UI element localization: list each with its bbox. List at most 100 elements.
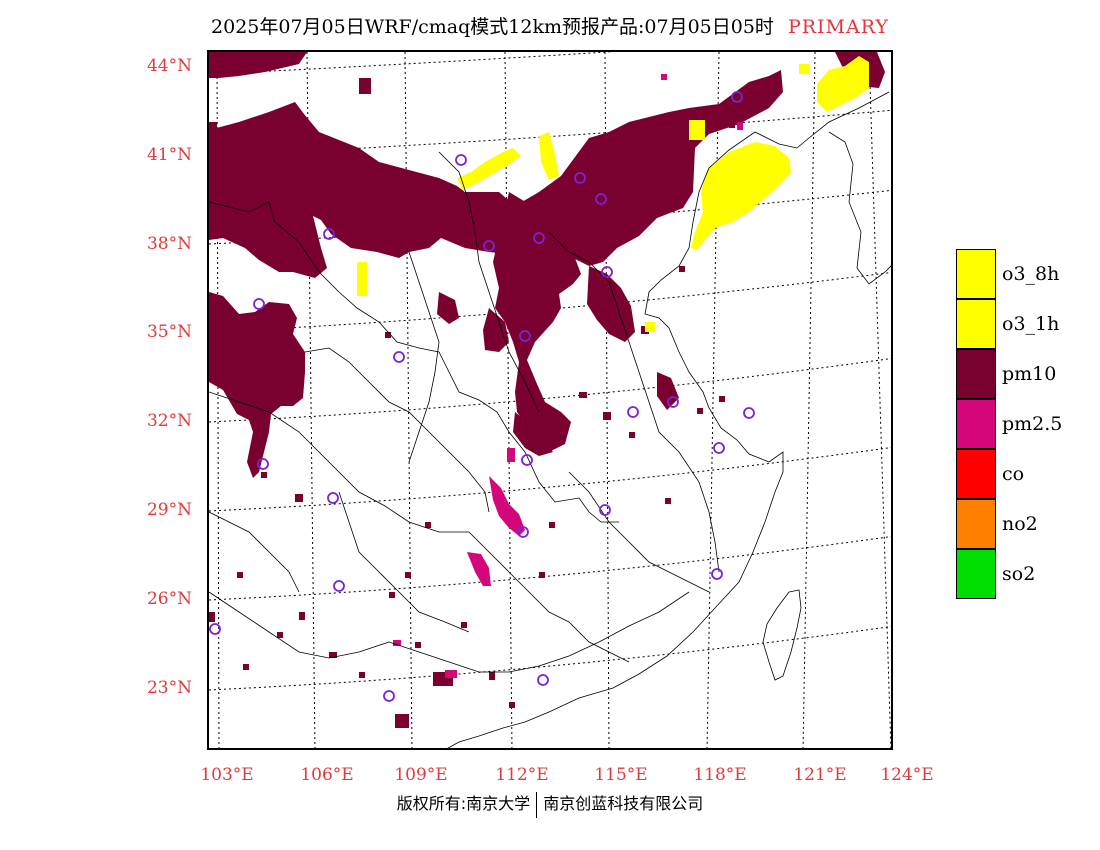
station-marker — [595, 193, 607, 205]
meridian-121 — [802, 52, 816, 748]
legend-swatch — [956, 449, 996, 499]
legend-label: o3_8h — [1002, 263, 1060, 285]
map-title-main: 2025年07月05日WRF/cmaq模式12km预报产品:07月05日05时 — [211, 16, 774, 38]
map-panel — [207, 50, 893, 750]
meridian-109 — [404, 52, 413, 748]
footer-divider — [536, 791, 538, 818]
pm10-layer — [209, 52, 885, 478]
station-marker — [743, 407, 755, 419]
parallel-32 — [209, 358, 891, 423]
station-marker — [711, 568, 723, 580]
speck — [395, 714, 409, 728]
lat-label-35: 35°N — [146, 322, 192, 342]
speck — [729, 122, 735, 128]
station-marker — [521, 454, 533, 466]
speck — [539, 572, 545, 578]
province-line-1 — [209, 201, 619, 523]
parallel-44 — [209, 52, 615, 75]
legend-item-pm10: pm10 — [956, 349, 1096, 399]
lat-label-41: 41°N — [146, 145, 192, 165]
speck — [509, 702, 515, 708]
footer-left: 版权所有:南京大学 — [396, 794, 531, 813]
legend-swatch — [956, 499, 996, 549]
meridian-124 — [868, 52, 891, 748]
legend-item-o3-8h: o3_8h — [956, 249, 1096, 299]
speck — [271, 400, 277, 408]
parallel-26 — [209, 536, 891, 601]
speck — [359, 78, 371, 94]
lat-label-23: 23°N — [146, 678, 192, 698]
lon-label-112: 112°E — [495, 765, 549, 785]
speck — [209, 612, 215, 622]
pm10-shaanxi-south — [437, 292, 459, 324]
speck — [629, 432, 635, 438]
lat-label-29: 29°N — [146, 500, 192, 520]
speck — [295, 494, 303, 502]
lat-label-38: 38°N — [146, 234, 192, 254]
station-markers — [209, 91, 755, 702]
legend-item-no2: no2 — [956, 499, 1096, 549]
pm10-anhui — [657, 372, 679, 410]
lon-label-106: 106°E — [300, 765, 354, 785]
station-marker — [327, 492, 339, 504]
province-line-2 — [209, 391, 630, 663]
parallel-23 — [209, 626, 891, 691]
map-title: 2025年07月05日WRF/cmaq模式12km预报产品:07月05日05时 P… — [0, 12, 1100, 39]
speck — [579, 392, 587, 398]
province-line-6 — [209, 591, 690, 673]
legend: o3_8h o3_1h pm10 pm2.5 co no2 so2 — [956, 249, 1096, 599]
speck — [277, 632, 283, 638]
lon-label-109: 109°E — [394, 765, 448, 785]
pm25-guangxi — [467, 552, 491, 586]
boundaries-layer — [209, 91, 891, 748]
speck — [243, 664, 249, 670]
legend-label: no2 — [1002, 513, 1038, 535]
station-marker — [333, 580, 345, 592]
coastline — [447, 91, 890, 748]
meridian-112 — [504, 52, 513, 748]
parallel-35 — [209, 271, 891, 333]
legend-label: pm2.5 — [1002, 413, 1063, 435]
station-marker — [537, 674, 549, 686]
speck — [679, 266, 685, 272]
lon-label-121: 121°E — [793, 765, 847, 785]
speck — [359, 672, 365, 678]
speck — [329, 652, 337, 658]
station-marker — [483, 240, 495, 252]
station-marker — [209, 623, 221, 635]
pm25-patch — [445, 670, 457, 678]
station-marker — [574, 172, 586, 184]
legend-item-so2: so2 — [956, 549, 1096, 599]
legend-item-co: co — [956, 449, 1096, 499]
station-marker — [383, 690, 395, 702]
lon-label-103: 103°E — [200, 765, 254, 785]
station-marker — [455, 154, 467, 166]
pm25-patch — [393, 640, 401, 646]
map-canvas — [209, 52, 891, 748]
o3-patch — [689, 120, 705, 140]
province-line-3 — [304, 347, 490, 513]
o3-patch — [357, 262, 367, 296]
o3-bohai-coast — [691, 142, 791, 250]
pm10-central-band — [483, 308, 509, 352]
speck — [209, 122, 217, 132]
station-marker — [253, 298, 265, 310]
lat-label-32: 32°N — [146, 411, 192, 431]
station-marker — [257, 458, 269, 470]
province-line-10 — [408, 251, 440, 463]
station-marker — [601, 266, 613, 278]
station-marker — [667, 396, 679, 408]
province-line-7 — [568, 471, 710, 593]
parallel-29 — [209, 447, 891, 512]
o3-patch — [799, 64, 809, 74]
speck — [425, 522, 431, 528]
speck — [299, 612, 305, 620]
pm10-north-china-plain — [493, 192, 581, 452]
map-title-tag: PRIMARY — [787, 16, 889, 38]
pm10-north-top-left — [209, 52, 307, 78]
speck — [461, 622, 467, 628]
speck — [603, 412, 611, 420]
speck — [389, 592, 395, 598]
speck — [697, 408, 703, 414]
legend-label: o3_1h — [1002, 313, 1060, 335]
